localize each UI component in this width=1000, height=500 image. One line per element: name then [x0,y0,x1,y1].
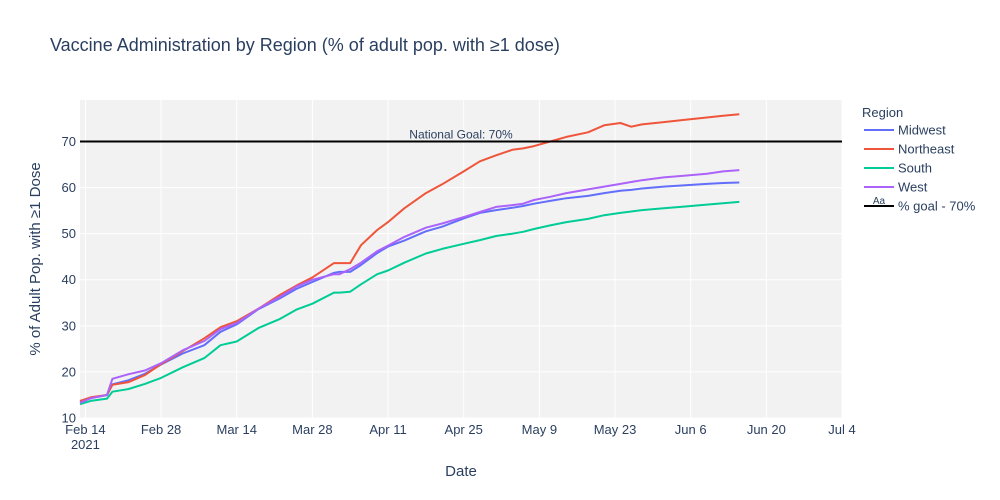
legend-title: Region [862,105,903,120]
legend-item-midwest[interactable]: Midwest [864,123,946,138]
x-tick-label: Apr 11 [369,422,406,437]
legend: Region Midwest Northeast South West Aa % goal… [862,105,976,214]
legend-label: Midwest [898,123,946,138]
x-tick-label: May 23 [594,422,637,437]
legend-label: West [898,180,928,195]
x-tick-label: Jul 4 [828,422,855,437]
x-tick-label: Jun 20 [747,422,786,437]
chart-title: Vaccine Administration by Region (% of a… [50,35,560,55]
x-tick-label: Mar 14 [216,422,256,437]
series-lines [79,113,740,406]
x-axis-title: Date [445,463,477,480]
x-tick-label: Feb 28 [141,422,181,437]
y-axis-ticks: 10 20 30 40 50 60 70 [62,134,76,426]
y-tick-label: 60 [62,180,76,195]
y-tick-label: 70 [62,134,76,149]
legend-label: South [898,161,932,176]
y-tick-label: 40 [62,272,76,287]
legend-item-northeast[interactable]: Northeast [864,142,955,157]
x-tick-label: Feb 14 [65,422,105,437]
legend-text-glyph: Aa [873,196,886,207]
goal-annotation: National Goal: 70% [409,127,513,141]
legend-item-south[interactable]: South [864,161,932,176]
legend-label: % goal - 70% [898,199,976,214]
x-tick-label: Jun 6 [675,422,707,437]
series-line-west [79,169,740,404]
x-tick-label: May 9 [522,422,557,437]
plot-area [80,100,842,418]
y-axis-title: % of Adult Pop. with ≥1 Dose [27,162,44,355]
x-tick-sublabel: 2021 [71,437,100,452]
legend-item-west[interactable]: West [864,180,928,195]
y-tick-label: 10 [62,411,76,426]
legend-label: Northeast [898,142,955,157]
series-line-south [79,200,740,406]
y-tick-label: 30 [62,318,76,333]
y-tick-label: 20 [62,364,76,379]
y-tick-label: 50 [62,226,76,241]
x-tick-label: Apr 25 [445,422,483,437]
series-line-midwest [79,181,740,403]
goal-line-group: National Goal: 70% [80,127,842,143]
x-tick-label: Mar 28 [292,422,332,437]
legend-item-goal[interactable]: Aa % goal - 70% [864,196,976,214]
